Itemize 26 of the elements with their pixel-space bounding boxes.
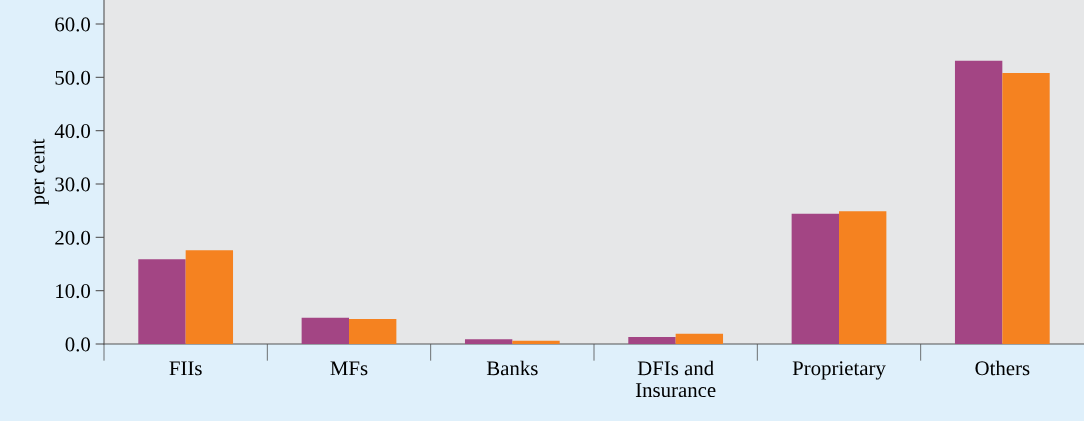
y-tick-label: 0.0: [65, 337, 91, 352]
y-tick-label: 50.0: [55, 70, 91, 85]
x-tick-label: Proprietary: [792, 361, 886, 380]
y-axis-title: per cent: [32, 138, 49, 205]
bar: [675, 333, 724, 344]
y-tick-label: 60.0: [55, 17, 91, 32]
x-tick-label: Others: [975, 360, 1030, 376]
x-tick-label: MFs: [330, 361, 368, 376]
bar: [301, 317, 349, 344]
bar: [628, 337, 676, 344]
y-tick-label: 30.0: [55, 177, 91, 192]
x-tick-label: FIIs: [169, 361, 202, 376]
y-tick-label: 20.0: [55, 230, 91, 245]
bar: [839, 211, 887, 344]
bar: [512, 340, 560, 344]
bar: [464, 339, 513, 344]
y-tick-label: 40.0: [54, 124, 91, 139]
bar: [954, 60, 1003, 344]
bar: [349, 318, 397, 344]
x-tick-label: DFIs and Insurance: [635, 360, 716, 398]
y-tick-label: 10.0: [56, 284, 91, 299]
bar: [138, 259, 186, 344]
x-tick-label: Banks: [486, 360, 538, 376]
bar: [185, 250, 234, 344]
bar: [791, 213, 839, 344]
bar: [1002, 73, 1050, 344]
